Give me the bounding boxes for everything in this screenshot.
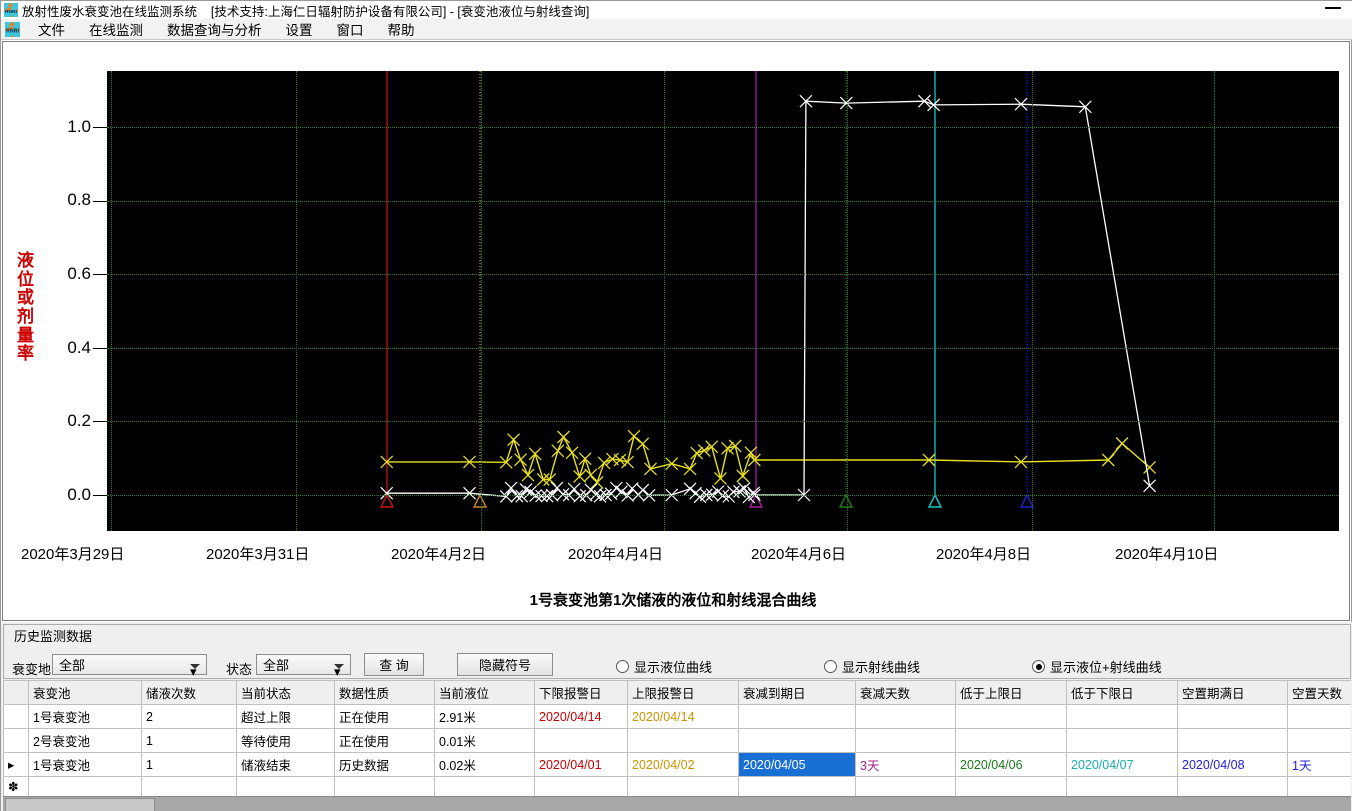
svg-text:RNRI: RNRI: [5, 9, 18, 15]
svg-text:RNRI: RNRI: [6, 28, 19, 34]
